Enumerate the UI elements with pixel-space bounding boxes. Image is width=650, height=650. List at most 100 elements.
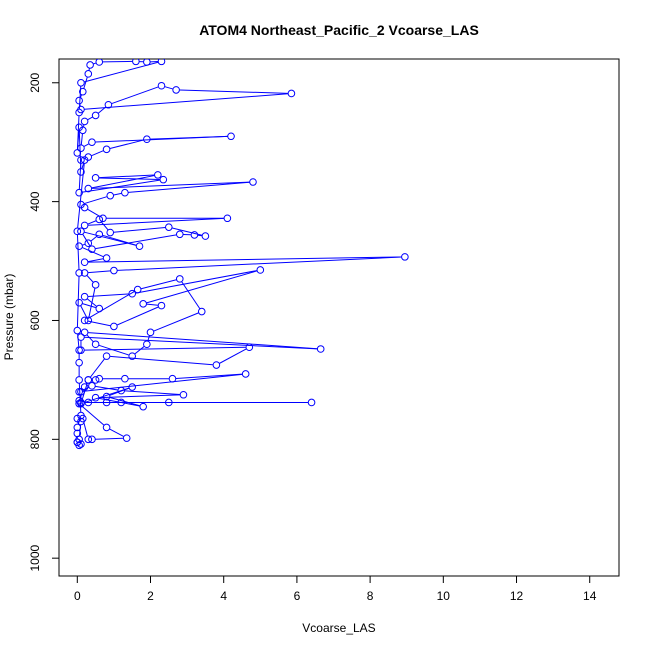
series-segment bbox=[93, 62, 97, 65]
data-point bbox=[77, 200, 85, 209]
series-segment bbox=[116, 306, 159, 326]
data-point bbox=[84, 316, 93, 325]
series-segment bbox=[81, 163, 85, 169]
data-point bbox=[102, 254, 111, 262]
data-point bbox=[77, 411, 85, 420]
data-point bbox=[77, 144, 85, 152]
series-segment bbox=[98, 344, 130, 356]
x-axis-label: Vcoarse_LAS bbox=[302, 621, 375, 635]
data-point bbox=[212, 361, 221, 369]
series-segment bbox=[109, 139, 144, 149]
data-point bbox=[91, 376, 100, 384]
series-segment bbox=[84, 93, 288, 110]
series-segment bbox=[146, 270, 258, 304]
x-tick-label: 4 bbox=[220, 589, 227, 603]
series-segment bbox=[76, 234, 80, 270]
series-segment bbox=[172, 227, 203, 236]
series-segment bbox=[79, 94, 82, 98]
data-point bbox=[91, 393, 100, 402]
y-tick-label: 600 bbox=[28, 310, 42, 330]
data-point bbox=[75, 96, 83, 105]
data-point bbox=[80, 117, 89, 126]
data-point bbox=[154, 171, 162, 179]
data-point bbox=[128, 383, 137, 391]
data-point bbox=[175, 275, 184, 283]
series-segment bbox=[83, 77, 88, 89]
series-segment bbox=[110, 355, 213, 366]
data-point bbox=[146, 328, 155, 337]
data-point bbox=[80, 156, 89, 164]
data-point bbox=[95, 59, 104, 66]
series-segment bbox=[84, 336, 318, 350]
series-segment bbox=[86, 334, 94, 343]
data-point bbox=[80, 316, 89, 325]
data-point bbox=[249, 178, 257, 186]
series-segment bbox=[99, 394, 180, 399]
y-axis-label: Pressure (mbar) bbox=[2, 274, 16, 361]
data-point bbox=[75, 346, 83, 354]
data-point bbox=[80, 328, 89, 337]
series-segment bbox=[88, 288, 96, 318]
data-point bbox=[73, 326, 82, 335]
data-point bbox=[139, 402, 147, 411]
series-segment bbox=[91, 175, 155, 189]
series-segment bbox=[80, 305, 88, 318]
series-segment bbox=[146, 303, 159, 306]
series-segment bbox=[88, 332, 318, 350]
data-point bbox=[401, 253, 409, 261]
data-point bbox=[143, 340, 151, 349]
data-point bbox=[84, 376, 93, 384]
data-point bbox=[77, 168, 85, 176]
data-point bbox=[84, 435, 93, 444]
series-segment bbox=[90, 236, 97, 242]
data-point bbox=[132, 59, 140, 66]
data-point bbox=[95, 230, 104, 239]
data-point bbox=[245, 343, 254, 352]
series-segment bbox=[175, 373, 243, 379]
series-segment bbox=[147, 335, 150, 342]
data-point bbox=[179, 390, 188, 399]
series-segment bbox=[153, 312, 199, 332]
data-point bbox=[77, 440, 85, 448]
series-segment bbox=[113, 226, 166, 233]
series-segment bbox=[87, 258, 104, 263]
data-point bbox=[75, 387, 83, 396]
data-point bbox=[77, 333, 85, 341]
series-segment bbox=[87, 220, 97, 225]
data-point bbox=[165, 223, 173, 231]
plot-area bbox=[73, 59, 409, 450]
series-segment bbox=[111, 86, 159, 105]
data-point bbox=[172, 86, 180, 94]
data-point bbox=[84, 398, 93, 407]
x-tick-label: 10 bbox=[437, 589, 451, 603]
data-point bbox=[102, 423, 111, 432]
series-segment bbox=[91, 150, 104, 157]
data-point bbox=[80, 383, 89, 391]
data-point bbox=[73, 438, 82, 447]
series-segment bbox=[82, 303, 97, 309]
data-point bbox=[190, 231, 199, 239]
series-segment bbox=[83, 143, 90, 147]
series-segment bbox=[99, 174, 155, 179]
data-point bbox=[77, 78, 85, 87]
data-point bbox=[75, 108, 83, 117]
series-segment bbox=[87, 290, 135, 320]
series-segment bbox=[80, 133, 83, 145]
data-point bbox=[73, 149, 82, 157]
series-segment bbox=[95, 437, 124, 440]
data-point bbox=[316, 345, 325, 353]
data-point bbox=[241, 370, 250, 378]
data-point bbox=[88, 382, 96, 390]
data-point bbox=[168, 374, 177, 383]
data-point bbox=[133, 285, 142, 294]
data-point bbox=[75, 376, 83, 384]
data-point bbox=[73, 423, 82, 432]
series-segment bbox=[124, 390, 180, 396]
series-segment bbox=[88, 270, 111, 274]
series-segment bbox=[128, 181, 250, 193]
data-point bbox=[75, 242, 83, 250]
series-segment bbox=[90, 358, 105, 378]
series-segment bbox=[82, 179, 160, 193]
series-segment bbox=[88, 256, 402, 263]
